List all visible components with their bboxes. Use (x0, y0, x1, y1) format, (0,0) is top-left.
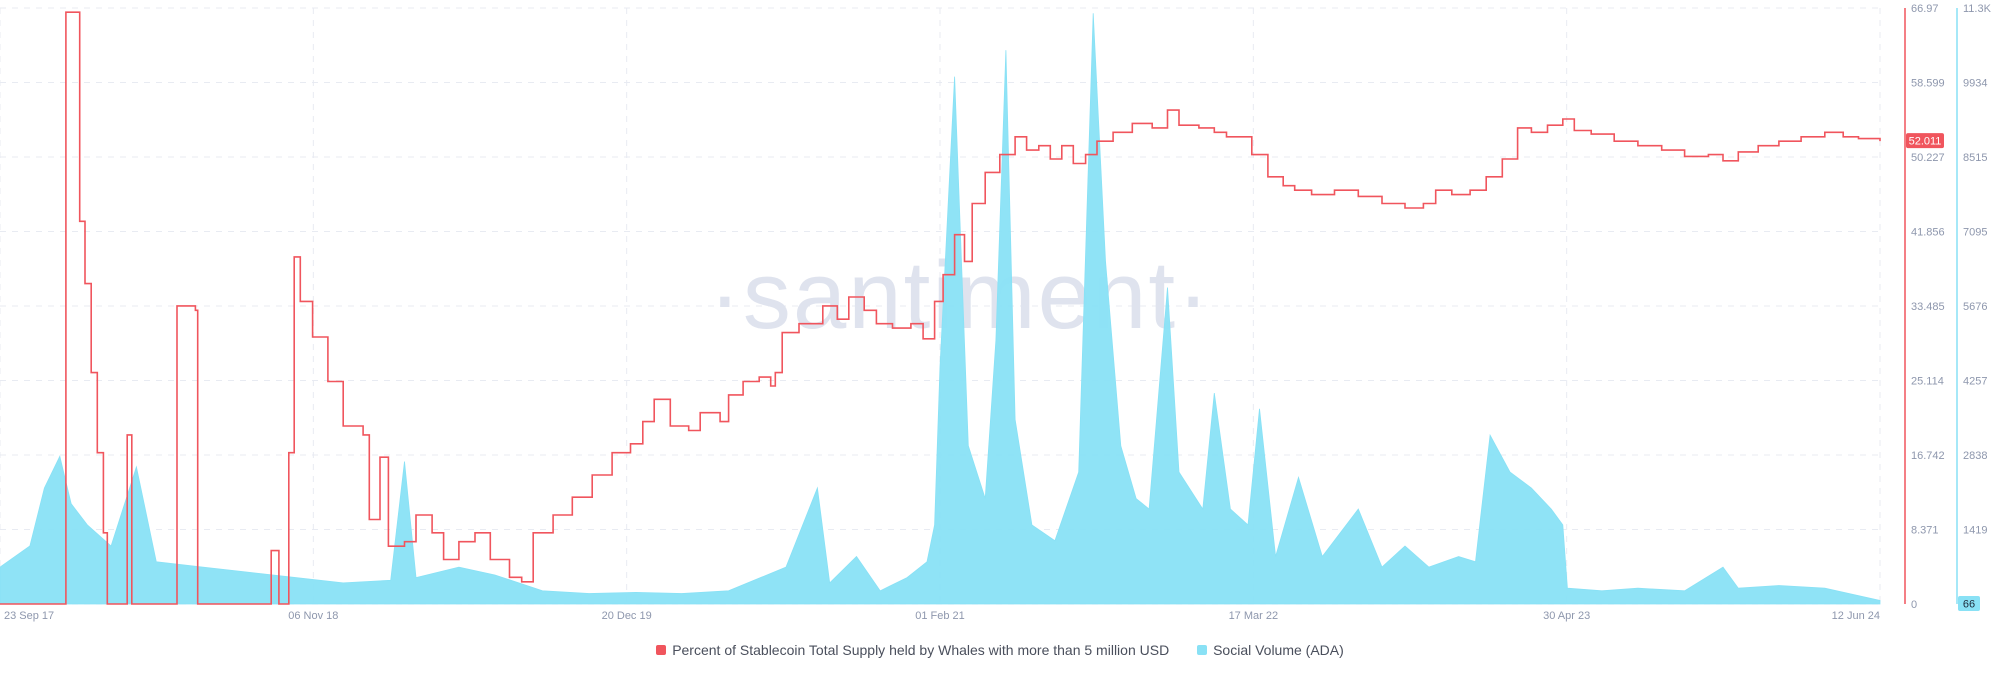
legend-item-whale-supply[interactable]: Percent of Stablecoin Total Supply held … (656, 642, 1169, 658)
social-volume-area (0, 13, 1881, 605)
right-tick-label: 11.3K (1963, 3, 1992, 15)
x-tick-label: 12 Jun 24 (1832, 610, 1880, 622)
left-tick-label: 33.485 (1911, 301, 1945, 313)
right-tick-label: 9934 (1963, 78, 1987, 90)
current-value-label-right: 66 (1963, 599, 1975, 611)
social-volume-area-path (0, 13, 1881, 605)
right-tick-label: 4257 (1963, 376, 1987, 388)
right-tick-label: 5676 (1963, 301, 1987, 313)
left-tick-label: 41.856 (1911, 227, 1945, 239)
legend: Percent of Stablecoin Total Supply held … (0, 642, 2000, 658)
left-tick-label: 66.97 (1911, 3, 1939, 15)
left-tick-label: 8.371 (1911, 525, 1939, 537)
left-tick-label: 58.599 (1911, 78, 1945, 90)
x-tick-label: 06 Nov 18 (288, 610, 338, 622)
whale-supply-line-path (0, 11, 1881, 605)
right-axis-ticks: 11.3K99348515709556764257283814190 (1963, 3, 1992, 611)
left-tick-label: 25.114 (1911, 376, 1944, 388)
current-value-badge-right (1958, 596, 1980, 611)
right-tick-label: 2838 (1963, 450, 1987, 462)
x-tick-label: 30 Apr 23 (1543, 610, 1590, 622)
current-value-label-left: 52.011 (1909, 136, 1942, 148)
x-tick-label: 17 Mar 22 (1229, 610, 1279, 622)
right-tick-label: 1419 (1963, 525, 1987, 537)
legend-label-whale-supply: Percent of Stablecoin Total Supply held … (672, 642, 1170, 658)
x-tick-label: 20 Dec 19 (602, 610, 652, 622)
left-tick-label: 16.742 (1911, 450, 1945, 462)
axes (1904, 8, 1958, 604)
legend-swatch-whale-supply (656, 645, 667, 655)
left-tick-label: 50.227 (1911, 152, 1945, 164)
legend-item-social-volume[interactable]: Social Volume (ADA) (1197, 642, 1344, 658)
legend-label-social-volume: Social Volume (ADA) (1213, 642, 1344, 658)
right-tick-label: 8515 (1963, 152, 1987, 164)
left-axis-ticks: 66.97 58.599 50.227 41.856 33.485 25.114 16.74… (1911, 3, 1945, 611)
legend-swatch-social-volume (1197, 645, 1208, 655)
current-value-badges: 52.011 66 (1906, 133, 1980, 611)
x-tick-label: 23 Sep 17 (4, 610, 54, 622)
current-value-badge-left (1906, 133, 1944, 149)
left-tick-label: 0 (1911, 599, 1917, 611)
right-tick-label: 7095 (1963, 227, 1987, 239)
x-axis-ticks: 23 Sep 17 06 Nov 18 20 Dec 19 01 Feb 21 17 M… (4, 610, 1880, 622)
x-tick-label: 01 Feb 21 (915, 610, 965, 622)
whale-supply-line (0, 11, 1881, 605)
